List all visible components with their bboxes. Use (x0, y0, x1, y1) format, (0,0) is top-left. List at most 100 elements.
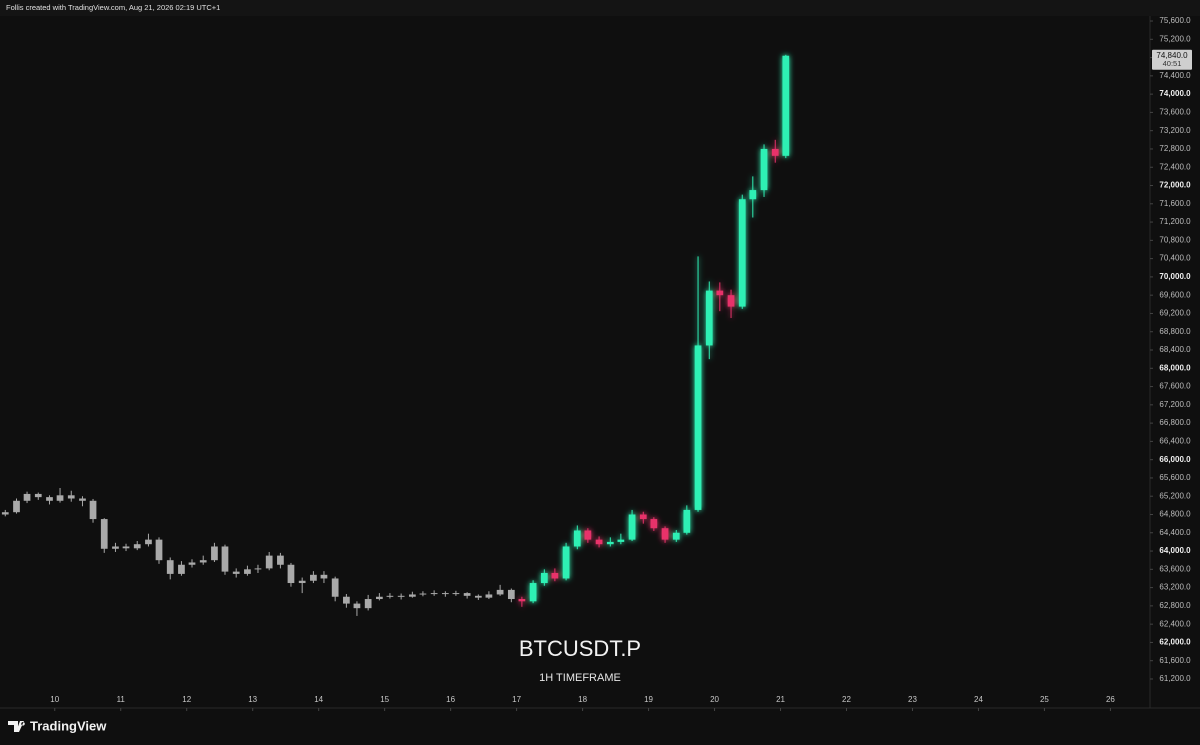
candle-body (529, 583, 537, 602)
candle-body (782, 55, 790, 156)
y-tick-label: 62,400.0 (1159, 619, 1191, 628)
y-tick-label: 70,800.0 (1159, 235, 1191, 244)
y-tick-label: 72,800.0 (1159, 144, 1191, 153)
y-tick-label: 72,400.0 (1159, 162, 1191, 171)
y-tick-label: 68,000.0 (1159, 363, 1191, 372)
x-tick-label: 20 (710, 695, 719, 704)
candle-body (112, 546, 119, 549)
candle-body (265, 555, 273, 569)
candle-body (133, 544, 141, 549)
y-tick-label: 64,400.0 (1159, 528, 1191, 537)
price-tag (1152, 49, 1192, 70)
y-tick-label: 71,200.0 (1159, 217, 1191, 226)
candle-body (221, 546, 229, 572)
y-tick-label: 63,200.0 (1159, 583, 1191, 592)
candle-body (551, 572, 559, 579)
y-tick-label: 61,600.0 (1159, 656, 1191, 665)
candle-body (397, 595, 405, 597)
candle-body (606, 541, 614, 545)
candle-body (749, 190, 757, 200)
y-tick-label: 68,800.0 (1159, 327, 1191, 336)
candle-body (408, 594, 416, 597)
x-tick-label: 17 (512, 695, 521, 704)
candle-body (23, 493, 31, 501)
candle-body (419, 593, 427, 595)
candle-body (672, 532, 680, 540)
y-tick-label: 64,000.0 (1159, 546, 1191, 555)
y-tick-label: 67,600.0 (1159, 382, 1191, 391)
y-tick-label: 75,600.0 (1159, 16, 1191, 25)
y-tick-label: 70,000.0 (1159, 272, 1191, 281)
y-tick-label: 75,200.0 (1159, 34, 1191, 43)
candle-body (771, 148, 779, 156)
price-tag-countdown: 40:51 (1163, 59, 1182, 68)
y-tick-label: 65,200.0 (1159, 491, 1191, 500)
candle-body (727, 295, 735, 307)
x-tick-label: 26 (1106, 695, 1115, 704)
x-tick-label: 16 (446, 695, 455, 704)
candle-body (452, 593, 460, 595)
y-tick-label: 73,600.0 (1159, 108, 1191, 117)
candle-body (683, 509, 691, 533)
candle-body (430, 593, 438, 595)
candle-body (254, 568, 262, 570)
candle-body (211, 546, 218, 561)
candle-body (56, 495, 64, 501)
candle-body (1, 512, 9, 515)
price-tag-label: 74,840.0 (1156, 51, 1188, 60)
candle-body (122, 546, 130, 549)
candle-body (540, 572, 548, 584)
y-tick-label: 62,000.0 (1159, 638, 1191, 647)
candle-body (760, 148, 768, 191)
chart-subtitle: 1H TIMEFRAME (539, 672, 621, 684)
candle-body (584, 530, 592, 540)
candle-body (496, 589, 504, 595)
candle-body (386, 595, 394, 597)
x-tick-label: 24 (974, 695, 983, 704)
candle-body (716, 290, 724, 296)
candle-body (244, 569, 251, 574)
candle-body (46, 497, 53, 501)
candle-body (661, 528, 669, 540)
y-tick-label: 65,600.0 (1159, 473, 1191, 482)
y-tick-label: 66,800.0 (1159, 418, 1191, 427)
candle-body (474, 595, 482, 598)
y-tick-label: 66,000.0 (1159, 455, 1191, 464)
candle-body (364, 599, 372, 609)
candle-body (694, 345, 702, 510)
candle-body (178, 564, 185, 574)
candle-body (100, 519, 108, 549)
y-tick-label: 61,200.0 (1159, 674, 1191, 683)
top-bar (0, 0, 1200, 16)
y-tick-label: 73,200.0 (1159, 126, 1191, 135)
x-tick-label: 14 (314, 695, 323, 704)
candle-body (155, 539, 163, 561)
y-tick-label: 64,800.0 (1159, 510, 1191, 519)
y-tick-label: 74,400.0 (1159, 71, 1191, 80)
x-tick-label: 12 (182, 695, 191, 704)
candle-body (639, 514, 647, 520)
candle-body (441, 593, 449, 595)
candle-body (13, 500, 20, 513)
candle-series (1, 487, 515, 616)
candle-body (79, 498, 86, 501)
candle-body (277, 555, 284, 565)
candle-body (34, 493, 42, 498)
candle-body (199, 560, 207, 563)
candle-body (287, 564, 295, 584)
y-tick-label: 69,600.0 (1159, 290, 1191, 299)
candle-body (89, 500, 97, 520)
candle-body (331, 578, 339, 597)
y-tick-label: 68,400.0 (1159, 345, 1191, 354)
logo-text: TradingView (30, 718, 107, 733)
x-tick-label: 23 (908, 695, 917, 704)
y-tick-label: 66,400.0 (1159, 436, 1191, 445)
candle-body (232, 571, 240, 574)
footer-logo: TradingView (8, 718, 107, 733)
y-tick-label: 67,200.0 (1159, 400, 1191, 409)
x-tick-label: 13 (248, 695, 257, 704)
candle-body (298, 580, 306, 584)
x-tick-label: 19 (644, 695, 653, 704)
